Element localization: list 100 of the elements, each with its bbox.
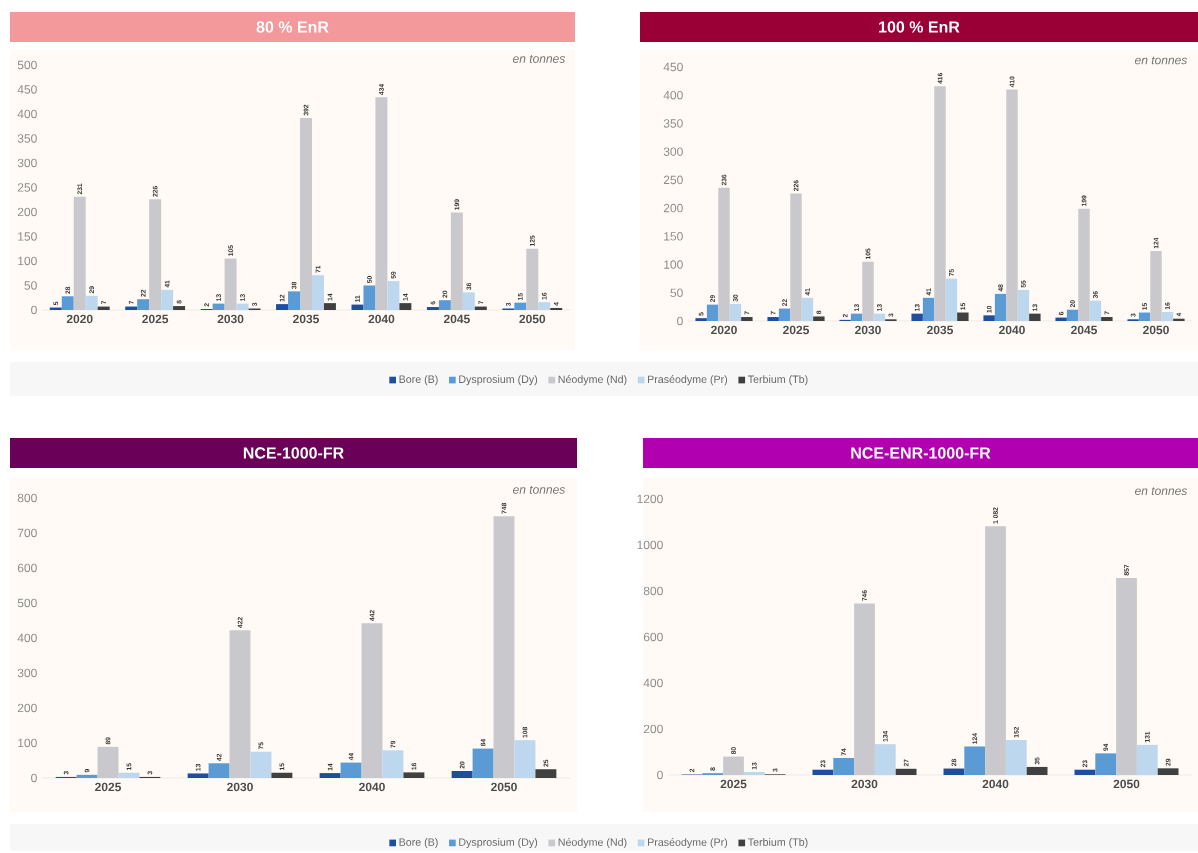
x-tick-label: 2035 — [293, 314, 320, 324]
y-tick-label: 0 — [677, 316, 683, 326]
chart-title: NCE-ENR-1000-FR — [851, 447, 991, 459]
text: en tonnes — [512, 485, 566, 494]
x-tick-label: 2025 — [783, 325, 810, 335]
y-tick-label: 250 — [17, 183, 37, 192]
bar — [361, 623, 383, 778]
bar — [743, 771, 765, 775]
bar — [812, 769, 834, 775]
bar — [1138, 312, 1151, 321]
bar — [514, 740, 536, 778]
bar — [895, 768, 917, 775]
legend-label: Néodyme (Nd) — [558, 837, 627, 848]
bar — [187, 773, 209, 778]
bar — [801, 297, 814, 321]
bar — [382, 750, 404, 778]
text: en tonnes — [1134, 56, 1188, 65]
bar — [399, 303, 412, 310]
y-tick-label: 150 — [664, 231, 683, 241]
x-tick-label: 2030 — [851, 779, 878, 789]
bar — [149, 199, 162, 310]
x-tick-label: 2030 — [855, 325, 881, 335]
chart-title: 100 % EnR — [879, 21, 960, 33]
bar — [964, 746, 986, 775]
y-tick-label: 400 — [17, 633, 37, 643]
y-tick-label: 350 — [663, 119, 683, 128]
y-tick-label: 0 — [31, 773, 37, 783]
y-tick-label: 600 — [643, 632, 663, 642]
y-tick-label: 50 — [670, 288, 683, 297]
bar — [1055, 317, 1067, 321]
bar — [375, 97, 388, 310]
bar — [451, 770, 473, 778]
text: en tonnes — [1134, 487, 1188, 495]
y-tick-label: 800 — [643, 586, 663, 596]
legend-label: Praséodyme (Pr) — [648, 375, 728, 386]
y-tick-label: 1000 — [637, 540, 663, 550]
y-tick-label: 1200 — [637, 494, 663, 504]
y-tick-label: 100 — [18, 738, 37, 748]
bar — [538, 302, 551, 310]
y-tick-label: 300 — [663, 147, 683, 156]
legend-label: Dysprosium (Dy) — [459, 837, 538, 848]
y-tick-label: 200 — [663, 203, 683, 213]
legend-label: Praséodyme (Pr) — [648, 837, 728, 848]
chart-title: NCE-1000-FR — [243, 447, 344, 459]
bar — [319, 772, 341, 778]
text: en tonnes — [512, 54, 566, 63]
y-tick-label: 0 — [657, 770, 663, 780]
bar — [236, 303, 249, 310]
bar — [729, 303, 742, 321]
bar — [208, 763, 230, 778]
bar — [323, 303, 336, 310]
y-tick-label: 700 — [17, 528, 37, 538]
bar — [1089, 300, 1102, 321]
bar — [1005, 739, 1027, 775]
legend-label: Bore (B) — [399, 837, 438, 848]
bar — [723, 756, 744, 775]
bar — [833, 757, 855, 775]
bar — [1026, 766, 1048, 775]
x-tick-label: 2045 — [443, 314, 470, 324]
x-tick-label: 2025 — [142, 314, 169, 324]
bar — [340, 762, 362, 778]
bar — [854, 603, 875, 775]
legend-label: Dysprosium (Dy) — [459, 375, 538, 386]
bar — [1150, 250, 1162, 321]
y-tick-label: 500 — [17, 598, 37, 608]
bar — [493, 516, 515, 778]
bar — [351, 304, 364, 310]
x-tick-label: 2050 — [519, 314, 546, 324]
bar — [438, 300, 451, 310]
legend-label: Néodyme (Nd) — [558, 375, 627, 386]
x-tick-label: 2020 — [711, 325, 737, 335]
bar — [276, 304, 289, 310]
bar — [403, 772, 425, 778]
bar — [271, 772, 293, 778]
bar — [311, 275, 324, 310]
bar — [850, 313, 863, 321]
bar — [1095, 753, 1117, 775]
y-tick-label: 150 — [18, 232, 37, 241]
bar — [945, 278, 958, 321]
bar — [137, 299, 150, 310]
bar — [741, 316, 753, 321]
y-tick-label: 450 — [663, 62, 683, 72]
bar — [173, 305, 186, 310]
y-tick-label: 200 — [17, 207, 37, 217]
bar — [994, 293, 1007, 321]
x-tick-label: 2040 — [999, 325, 1025, 335]
y-tick-label: 800 — [17, 493, 37, 503]
chart-title: 80 % EnR — [256, 21, 329, 33]
bar — [1116, 577, 1137, 775]
bar — [943, 768, 965, 775]
bar — [778, 308, 791, 321]
x-tick-label: 2040 — [368, 314, 395, 324]
y-tick-label: 600 — [17, 563, 37, 573]
y-tick-label: 500 — [17, 60, 37, 70]
bar — [718, 187, 730, 321]
bar — [873, 313, 886, 321]
bar — [695, 318, 707, 321]
x-tick-label: 2050 — [1143, 325, 1169, 335]
bar — [1173, 318, 1185, 321]
y-tick-label: 100 — [664, 260, 683, 269]
